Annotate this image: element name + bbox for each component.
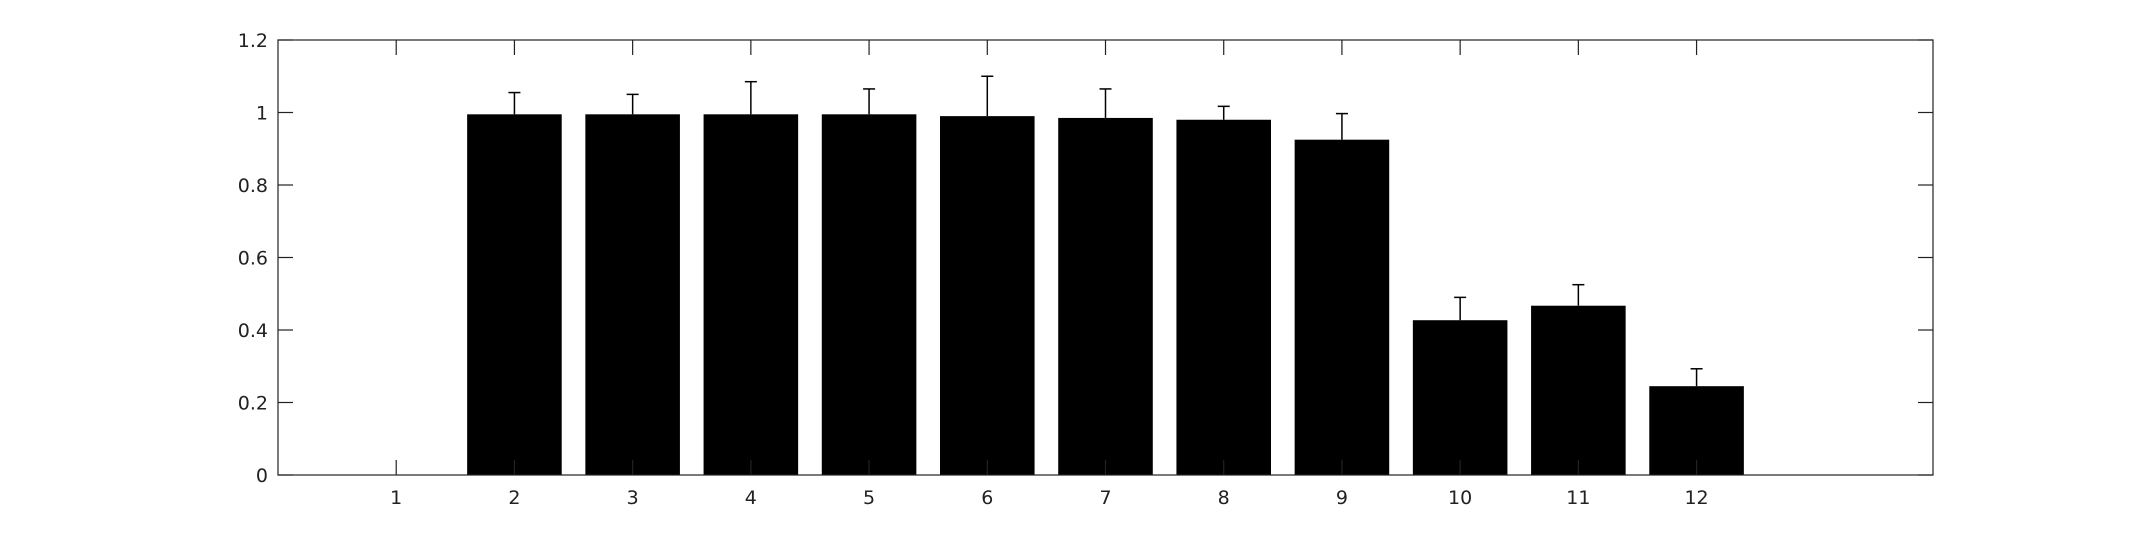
bar-2 <box>467 114 562 475</box>
x-tick-label-4: 4 <box>745 487 757 509</box>
bars-layer <box>467 114 1744 475</box>
x-tick-label-11: 11 <box>1566 487 1590 509</box>
y-tick-label-0.6: 0.6 <box>238 248 268 270</box>
y-tick-label-1: 1 <box>256 103 268 125</box>
x-tick-label-2: 2 <box>508 487 520 509</box>
error-bars-layer <box>508 75 1703 387</box>
y-tick-label-0.8: 0.8 <box>238 175 268 197</box>
y-tick-label-0.4: 0.4 <box>238 320 268 342</box>
bar-10 <box>1412 320 1508 475</box>
bar-3 <box>585 114 680 475</box>
y-tick-label-0.2: 0.2 <box>238 393 268 415</box>
x-tick-label-7: 7 <box>1099 487 1111 509</box>
bar-8 <box>1176 119 1271 475</box>
x-tick-label-3: 3 <box>627 487 639 509</box>
y-tick-label-0: 0 <box>256 465 268 487</box>
x-tick-label-10: 10 <box>1448 487 1472 509</box>
ticks-layer <box>278 39 1933 476</box>
x-tick-label-6: 6 <box>981 487 993 509</box>
bar-11 <box>1531 305 1626 475</box>
bar-4 <box>703 114 799 475</box>
bar-7 <box>1058 117 1153 475</box>
bar-5 <box>821 114 917 475</box>
x-tick-label-8: 8 <box>1218 487 1230 509</box>
bar-6 <box>940 116 1035 475</box>
x-tick-label-1: 1 <box>390 487 402 509</box>
y-tick-label-1.2: 1.2 <box>238 30 268 52</box>
bar-9 <box>1294 139 1390 475</box>
x-tick-label-5: 5 <box>863 487 875 509</box>
x-tick-label-12: 12 <box>1684 487 1708 509</box>
x-tick-label-9: 9 <box>1336 487 1348 509</box>
